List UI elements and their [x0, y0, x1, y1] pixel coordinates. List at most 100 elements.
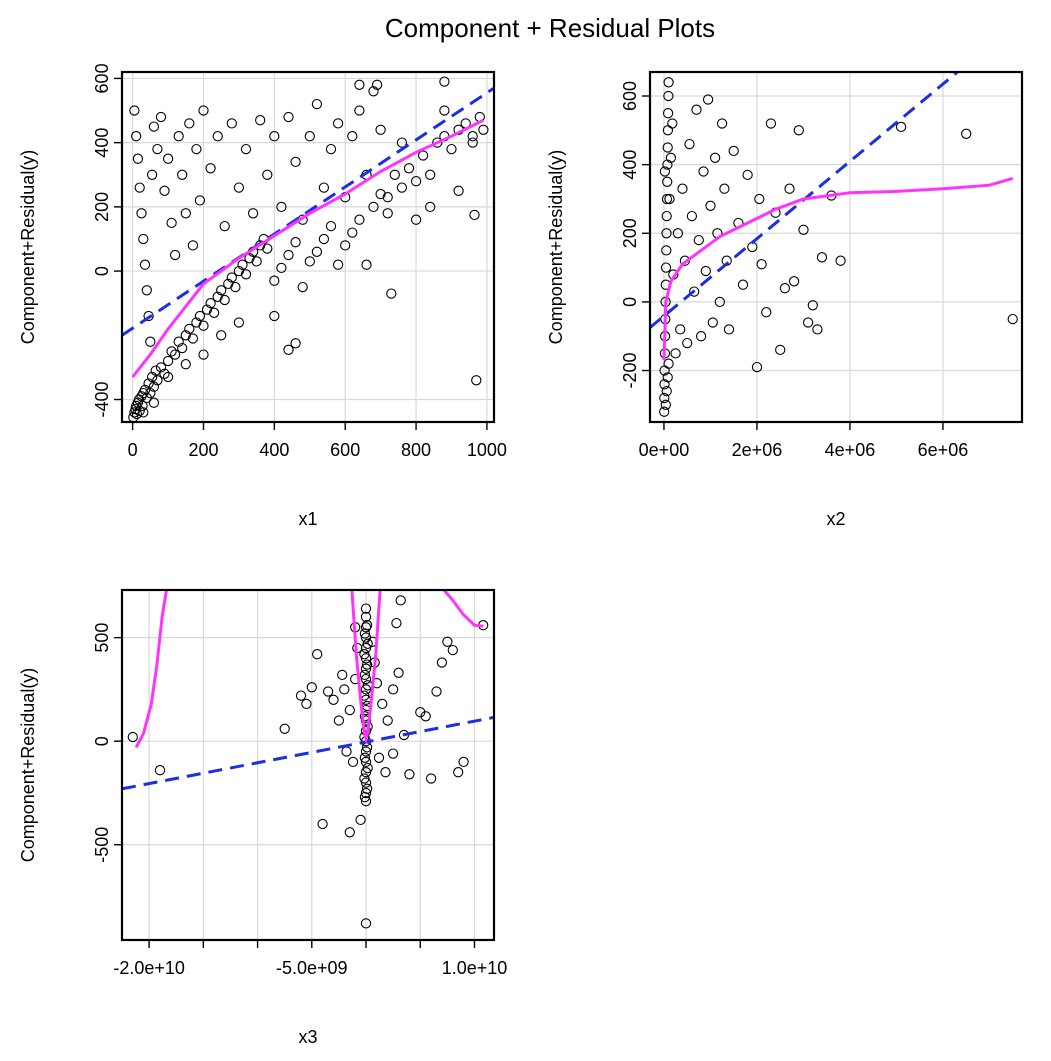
data-point-67 [389, 169, 400, 180]
smooth-line-0 [134, 590, 168, 749]
data-point-45 [705, 200, 716, 211]
data-point-57 [318, 233, 330, 245]
data-point-46 [707, 317, 718, 328]
data-point-44 [702, 94, 714, 105]
data-point-148 [233, 317, 245, 328]
data-point-19 [360, 603, 372, 614]
data-point-36 [216, 285, 227, 296]
data-point-35 [212, 291, 223, 302]
data-point-17 [150, 365, 161, 376]
data-point-151 [180, 359, 191, 370]
x-axis-label: x2 [826, 509, 845, 529]
data-point-79 [1007, 313, 1018, 325]
data-point-33 [205, 298, 216, 309]
data-point-138 [478, 124, 489, 135]
data-point-17 [360, 622, 372, 633]
data-point-142 [283, 344, 294, 355]
data-point-41 [333, 715, 345, 726]
data-point-76 [453, 767, 464, 778]
x-tick-label-0: 0 [128, 440, 138, 460]
data-point-62 [322, 686, 334, 697]
y-tick-label-2: 200 [620, 218, 640, 248]
y-tick-label-2: 200 [92, 192, 112, 222]
data-point-46 [382, 715, 393, 726]
panel-x3: -2.0e+10 -5.0e+09 1.0e+10 -500 0 500 x3 Compone… [18, 588, 507, 1047]
data-point-92 [152, 143, 163, 155]
data-point-46 [251, 256, 262, 267]
data-point-59 [751, 361, 763, 373]
data-point-34 [359, 649, 370, 660]
plot-frame [120, 70, 496, 424]
data-point-41 [695, 331, 707, 342]
data-point-68 [788, 276, 800, 287]
x-axis-label: x3 [298, 1027, 317, 1047]
data-point-59 [332, 259, 344, 270]
data-point-11 [139, 384, 151, 396]
data-point-135 [439, 105, 450, 116]
data-point-9 [660, 262, 672, 273]
data-point-31 [672, 228, 684, 239]
data-point-88 [143, 310, 154, 322]
data-point-100 [180, 208, 191, 219]
data-point-27 [184, 323, 195, 335]
linear-fit-line [122, 86, 494, 337]
data-point-116 [276, 201, 287, 213]
data-point-39 [226, 272, 237, 283]
data-point-37 [361, 620, 373, 631]
data-point-94 [159, 185, 170, 196]
data-point-12 [360, 673, 372, 685]
data-point-137 [467, 137, 478, 148]
data-point-28 [187, 333, 199, 344]
y-tick-label-1: 0 [620, 297, 640, 307]
plot-frame [120, 588, 496, 942]
data-point-81 [154, 765, 166, 776]
data-point-73 [432, 137, 443, 148]
data-point-20 [663, 77, 674, 88]
data-point-17 [662, 125, 674, 136]
x-tick-label-3: 600 [330, 440, 360, 460]
data-point-0 [659, 406, 670, 417]
data-point-33 [361, 659, 373, 670]
data-point-60 [754, 193, 765, 205]
data-point-90 [146, 169, 158, 180]
smooth-line [662, 176, 1014, 361]
data-point-18 [662, 108, 674, 119]
data-point-16 [148, 381, 160, 392]
data-point-129 [368, 86, 379, 97]
data-point-54 [728, 145, 739, 157]
linear-fit-line [122, 715, 494, 791]
data-point-69 [793, 125, 804, 136]
data-point-62 [761, 307, 772, 318]
data-point-61 [312, 649, 323, 660]
data-point-42 [347, 756, 359, 768]
x-tick-label-4: 800 [401, 440, 431, 460]
data-point-62 [354, 214, 365, 225]
chart-title: Component + Residual Plots [385, 13, 715, 43]
data-point-58 [325, 220, 337, 232]
data-point-145 [371, 79, 383, 90]
data-point-40 [693, 234, 704, 246]
data-point-51 [276, 262, 287, 274]
y-tick-label-3: 400 [620, 150, 640, 180]
data-point-10 [661, 245, 672, 256]
data-point-13 [143, 378, 154, 389]
data-point-80 [129, 105, 140, 116]
data-point-71 [802, 317, 814, 328]
data-point-14 [662, 176, 673, 187]
data-point-25 [177, 342, 188, 354]
data-point-70 [410, 176, 422, 187]
data-point-31 [198, 320, 209, 331]
data-point-51 [387, 748, 399, 759]
x-tick-label-0: -2.0e+10 [113, 958, 185, 978]
plot-area [122, 590, 494, 929]
y-tick-label-0: -400 [92, 382, 112, 418]
data-point-8 [360, 715, 372, 726]
data-point-131 [382, 192, 393, 203]
x-tick-label-5: 1000 [467, 440, 507, 460]
data-point-11 [661, 228, 672, 239]
data-point-27 [665, 152, 677, 163]
data-point-54 [297, 281, 308, 293]
data-point-18 [152, 375, 163, 386]
data-point-68 [344, 827, 355, 838]
